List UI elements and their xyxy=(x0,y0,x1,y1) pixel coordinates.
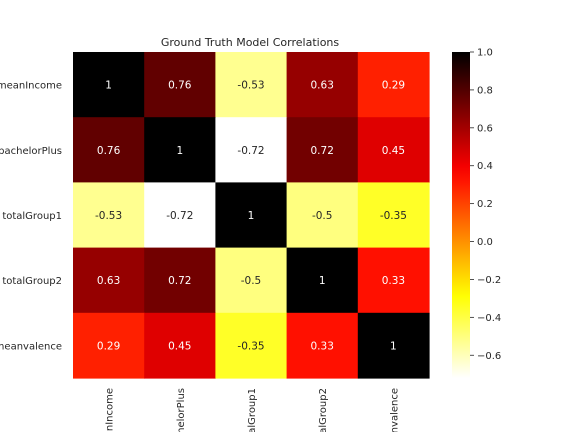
cell-value-label: 0.29 xyxy=(382,80,405,92)
cell-value-label: 0.33 xyxy=(382,275,405,287)
column-tick-label: totalGroup2 xyxy=(318,388,329,432)
colorbar xyxy=(452,52,470,378)
cell-value-label: -0.53 xyxy=(95,210,122,222)
column-tick-labels: meanIncome bachelorPlus totalGroup1 totalGr… xyxy=(105,388,401,432)
row-tick-label: totalGroup1 xyxy=(2,211,62,222)
row-tick-label: meanIncome xyxy=(0,81,62,92)
cell-value-label: 0.45 xyxy=(382,145,405,157)
cell-value-label: 0.76 xyxy=(168,80,192,92)
chart-title: Ground Truth Model Correlations xyxy=(161,36,340,49)
colorbar-tick-label: −0.6 xyxy=(477,351,501,362)
cell-value-label: -0.5 xyxy=(312,210,333,222)
cell-value-label: 1 xyxy=(105,80,112,92)
cell-value-label: 0.72 xyxy=(168,275,191,287)
cell-value-label: 0.63 xyxy=(311,80,334,92)
column-tick-label: bachelorPlus xyxy=(176,388,187,432)
cell-value-label: 0.76 xyxy=(97,145,121,157)
row-tick-labels: meanIncome bachelorPlus totalGroup1 totalGr… xyxy=(0,81,62,353)
cell-value-label: 0.63 xyxy=(97,275,120,287)
cell-value-label: -0.72 xyxy=(166,210,193,222)
colorbar-tick-label: 0.0 xyxy=(477,237,493,248)
cell-value-label: 0.45 xyxy=(168,340,191,352)
column-tick-label: totalGroup1 xyxy=(247,388,258,432)
row-tick-label: totalGroup2 xyxy=(2,276,62,287)
cell-value-label: -0.35 xyxy=(237,340,264,352)
cell-value-label: 1 xyxy=(176,145,183,157)
colorbar-tick-label: 0.8 xyxy=(477,85,493,96)
colorbar-ticks: 1.0 0.8 0.6 0.4 0.2 0.0 −0.2 −0.4 −0.6 xyxy=(470,48,501,362)
cell-value-label: 1 xyxy=(390,340,397,352)
colorbar-tick-label: −0.4 xyxy=(477,313,501,324)
colorbar-tick-label: 0.2 xyxy=(477,199,493,210)
cell-value-label: 0.72 xyxy=(311,145,334,157)
cell-value-label: -0.72 xyxy=(237,145,264,157)
cell-value-label: 1 xyxy=(248,210,255,222)
cell-value-label: -0.35 xyxy=(380,210,407,222)
colorbar-tick-label: 0.6 xyxy=(477,123,493,134)
cell-value-label: 1 xyxy=(319,275,326,287)
colorbar-tick-label: 1.0 xyxy=(477,48,493,59)
column-tick-label: meanvalence xyxy=(389,388,400,432)
cell-value-label: -0.53 xyxy=(237,80,264,92)
row-tick-label: bachelorPlus xyxy=(0,146,62,157)
cell-value-label: 0.33 xyxy=(311,340,334,352)
cell-value-label: -0.5 xyxy=(241,275,262,287)
colorbar-tick-label: 0.4 xyxy=(477,161,493,172)
cell-value-label: 0.29 xyxy=(97,340,120,352)
column-tick-label: meanIncome xyxy=(105,388,116,432)
colorbar-tick-label: −0.2 xyxy=(477,275,501,286)
heatmap-cells: 1 0.76 -0.53 0.63 0.29 0.76 1 -0.72 0.72 0.45 -0.5… xyxy=(73,52,430,379)
row-tick-label: meanvalence xyxy=(0,341,62,352)
